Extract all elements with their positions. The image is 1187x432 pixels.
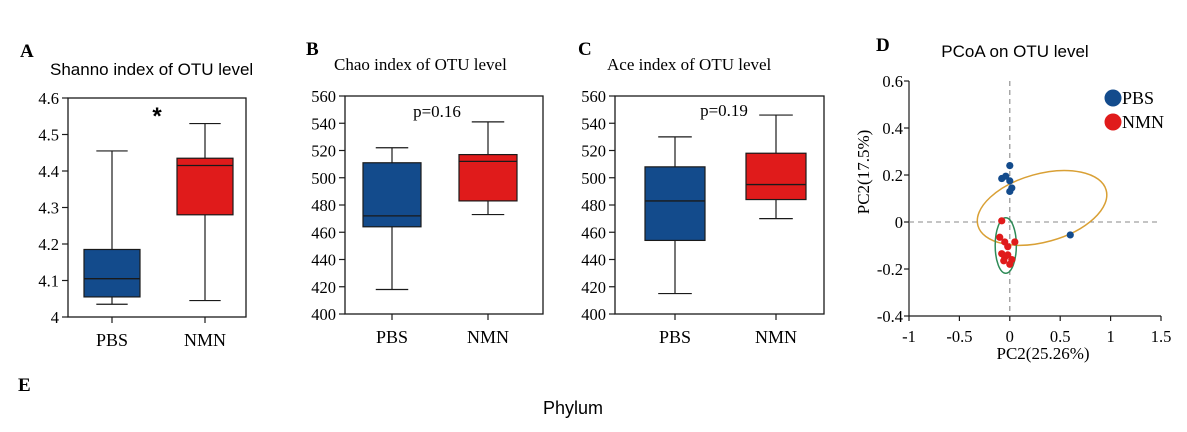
y-axis-label: PC2(17.5%) (854, 130, 873, 215)
panel-d: D PCoA on OTU level -0.4 -0.2 0 0.2 0.4 0.6 -1 -0… (854, 35, 1171, 363)
y-tick-label: 420 (311, 278, 336, 297)
y-tick-label: 520 (311, 142, 336, 161)
x-axis-label: PC2(25.26%) (996, 344, 1089, 363)
data-point-nmn (1000, 257, 1008, 265)
y-tick-label: 4.1 (38, 272, 59, 291)
confidence-ellipse-pbs (976, 169, 1108, 246)
x-tick-label: 0 (1006, 327, 1014, 346)
legend-marker-pbs (1104, 89, 1122, 107)
y-tick-label: -0.4 (877, 307, 903, 326)
y-tick-label: 4 (51, 308, 59, 327)
x-tick-label: 1.5 (1151, 327, 1172, 346)
box-pbs (644, 166, 706, 242)
y-tick-label: 460 (581, 223, 606, 242)
chart-title: Chao index of OTU level (334, 55, 507, 74)
y-tick-label: 540 (581, 114, 606, 133)
x-tick-label: PBS (96, 330, 128, 350)
panel-c: C Ace index of OTU level 400 420 440 460 480 50… (578, 39, 825, 347)
y-tick-label: 400 (581, 305, 606, 324)
x-tick-label: -0.5 (946, 327, 972, 346)
x-tick-label: 0.5 (1050, 327, 1071, 346)
y-tick-label: 4.4 (38, 162, 59, 181)
x-tick-label: PBS (376, 327, 408, 347)
data-point-nmn (1011, 238, 1019, 246)
x-tick-label: -1 (902, 327, 916, 346)
box-pbs (362, 162, 422, 228)
y-tick-label: 4.2 (38, 235, 59, 254)
y-tick-label: -0.2 (877, 260, 903, 279)
data-point-pbs (1002, 172, 1010, 180)
y-tick-label: 480 (581, 196, 606, 215)
box-pbs (83, 248, 141, 298)
data-point-nmn (998, 217, 1006, 225)
section-title-phylum: Phylum (543, 398, 603, 418)
x-tick-label: NMN (755, 327, 797, 347)
chart-title: Ace index of OTU level (607, 55, 772, 74)
y-tick-label: 560 (581, 87, 606, 106)
chart-title: Shanno index of OTU level (50, 60, 253, 79)
legend-marker-nmn (1104, 113, 1122, 131)
data-point-nmn (1004, 251, 1012, 259)
panel-label: A (20, 41, 34, 62)
panel-b: B Chao index of OTU level 400 420 440 460 480 5… (306, 39, 544, 347)
data-point-pbs (1006, 162, 1014, 170)
y-tick-label: 440 (311, 251, 336, 270)
significance-annotation: * (152, 103, 162, 130)
y-tick-label: 460 (311, 223, 336, 242)
y-tick-label: 520 (581, 142, 606, 161)
legend-label-pbs: PBS (1122, 88, 1154, 108)
y-tick-label: 500 (311, 169, 336, 188)
y-tick-label: 420 (581, 278, 606, 297)
y-tick-label: 440 (581, 251, 606, 270)
significance-annotation: p=0.19 (700, 101, 748, 120)
x-tick-label: NMN (467, 327, 509, 347)
panel-label: B (306, 39, 319, 60)
data-point-pbs (1006, 177, 1014, 185)
y-tick-label: 560 (311, 87, 336, 106)
y-tick-label: 0.2 (882, 166, 903, 185)
data-point-pbs (1066, 231, 1074, 239)
y-tick-label: 500 (581, 169, 606, 188)
chart-title: PCoA on OTU level (941, 42, 1088, 61)
y-tick-label: 0 (895, 213, 903, 232)
y-tick-label: 4.3 (38, 199, 59, 218)
section-label-e: E (18, 375, 31, 396)
data-point-nmn (996, 233, 1004, 241)
data-point-pbs (1006, 187, 1014, 196)
box-nmn (176, 157, 234, 216)
y-tick-label: 480 (311, 196, 336, 215)
panel-label: D (876, 35, 890, 56)
confidence-ellipse-nmn (994, 217, 1018, 274)
y-tick-label: 0.6 (882, 72, 903, 91)
x-tick-label: NMN (184, 330, 226, 350)
data-point-nmn (1004, 243, 1012, 251)
legend-label-nmn: NMN (1122, 112, 1164, 132)
box-nmn (745, 152, 807, 201)
x-tick-label: PBS (659, 327, 691, 347)
y-tick-label: 4.6 (38, 89, 59, 108)
panel-label: C (578, 39, 592, 60)
box-nmn (458, 153, 518, 202)
data-point-nmn (1006, 260, 1014, 268)
significance-annotation: p=0.16 (413, 102, 461, 121)
y-tick-label: 400 (311, 305, 336, 324)
y-tick-label: 0.4 (882, 119, 903, 138)
y-tick-label: 540 (311, 114, 336, 133)
x-tick-label: 1 (1106, 327, 1114, 346)
y-tick-label: 4.5 (38, 126, 59, 145)
panel-a: A Shanno index of OTU level 4 4.1 4.2 4.3 4.4 4… (20, 41, 253, 350)
